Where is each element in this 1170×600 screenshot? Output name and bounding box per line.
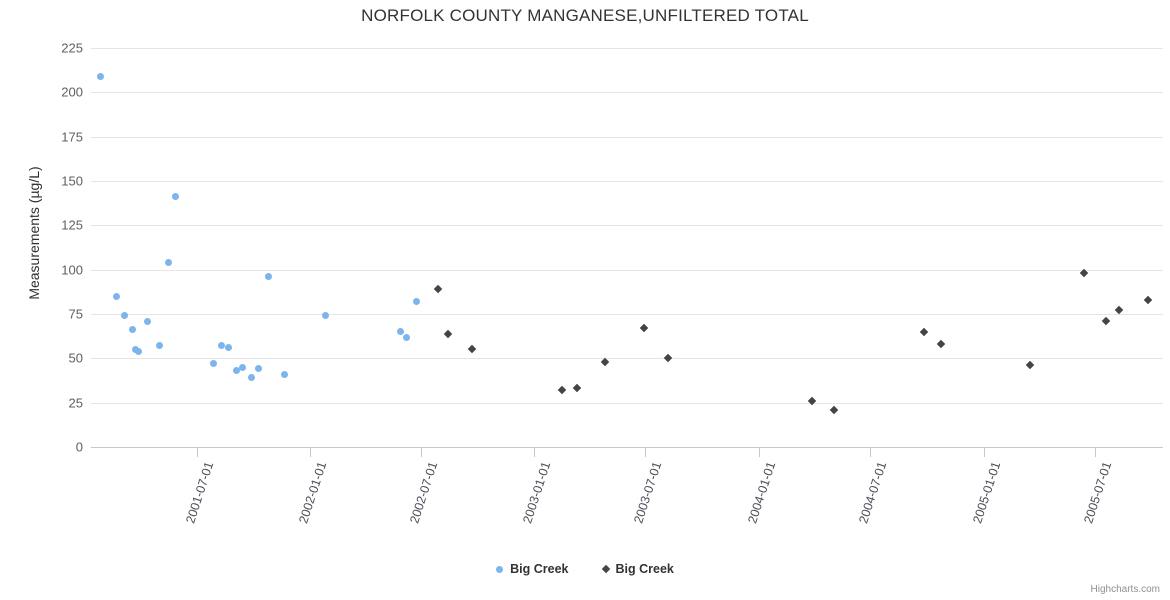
x-axis-tick-label: 2005-07-01 [1081,460,1115,526]
data-point-series-0[interactable] [280,370,288,378]
gridline [91,48,1163,49]
data-point-series-0[interactable] [164,259,172,267]
y-axis-tick-label: 200 [61,84,83,100]
x-axis-line [91,447,1163,448]
data-point-series-0[interactable] [217,342,225,350]
data-point-series-0[interactable] [396,328,404,336]
legend-item-label: Big Creek [510,562,569,576]
x-axis-tick-label: 2005-01-01 [969,460,1003,526]
data-point-series-1[interactable] [467,345,477,354]
y-axis-tick-label: 125 [61,217,83,233]
x-axis-tick-label: 2002-01-01 [296,460,330,526]
data-point-series-1[interactable] [433,284,442,294]
data-point-series-1[interactable] [443,329,453,338]
data-point-series-1[interactable] [936,339,946,349]
data-point-series-1[interactable] [919,327,929,336]
data-point-series-1[interactable] [639,323,648,333]
data-point-series-0[interactable] [265,273,273,281]
data-point-series-0[interactable] [144,317,152,325]
data-point-series-0[interactable] [132,345,140,353]
y-axis-tick-label: 0 [75,439,83,455]
data-point-series-1[interactable] [807,396,817,406]
x-axis-tick-mark [534,448,536,457]
y-axis-tick-label: 75 [68,306,83,322]
y-axis-tick-label: 150 [61,173,83,189]
data-point-series-0[interactable] [112,292,120,300]
data-point-series-1[interactable] [1143,295,1153,305]
x-axis-tick-label: 2003-07-01 [631,460,665,526]
y-axis-tick-label: 25 [68,395,83,411]
highcharts-credits[interactable]: Highcharts.com [1090,584,1160,595]
data-point-series-0[interactable] [255,365,263,373]
y-axis-tick-labels: 0 25 50 75 100 125 150 175 200 225 [0,41,83,455]
chart-legend: Big Creek Big Creek [0,562,1170,576]
x-axis-tick-label: 2004-01-01 [744,460,778,526]
y-axis-tick-label: 50 [68,350,83,366]
y-axis-tick-label: 225 [61,40,83,56]
gridline [91,92,1163,94]
data-point-series-0[interactable] [128,326,136,334]
legend-item-label: Big Creek [615,562,674,576]
data-point-series-0[interactable] [403,333,411,341]
data-point-series-1[interactable] [572,384,582,393]
x-axis-tick-mark [870,448,872,457]
x-axis-tick-label: 2002-07-01 [407,460,441,526]
data-point-series-1[interactable] [558,386,567,395]
data-point-series-0[interactable] [209,360,217,368]
data-point-series-0[interactable] [172,193,180,201]
gridline [91,225,1163,227]
gridline [91,269,1163,271]
x-axis-tick-mark [983,448,985,457]
x-axis-tick-mark [1094,448,1096,457]
y-axis-tick-label: 100 [61,262,83,278]
x-axis-tick-mark [309,448,311,457]
plot-area [91,48,1163,448]
data-point-series-0[interactable] [239,363,247,371]
x-axis-tick-label: 2003-01-01 [520,460,554,526]
x-axis-tick-label: 2004-07-01 [856,460,890,526]
chart-title: NORFOLK COUNTY MANGANESE,UNFILTERED TOTA… [361,6,809,25]
gridline [91,314,1163,315]
y-axis-tick-label: 175 [61,129,83,145]
x-axis-tick-mark [421,448,423,457]
legend-item-series-0[interactable]: Big Creek [496,562,569,576]
data-point-series-1[interactable] [829,405,838,414]
gridline [91,136,1163,138]
data-point-series-0[interactable] [156,342,164,350]
x-axis-tick-mark [196,448,198,457]
gridline [91,181,1163,182]
data-point-series-0[interactable] [247,374,255,382]
x-axis-tick-mark [645,448,647,457]
x-axis-tick-mark [758,448,760,457]
data-point-series-1[interactable] [1102,316,1111,326]
legend-diamond-icon [601,564,610,574]
legend-item-series-1[interactable]: Big Creek [601,562,674,576]
data-point-series-0[interactable] [225,344,233,352]
x-axis-tick-label: 2001-07-01 [182,460,217,526]
legend-circle-icon [496,565,504,573]
data-point-series-0[interactable] [233,367,241,375]
gridline [91,402,1163,404]
data-point-series-0[interactable] [134,347,142,355]
gridline [91,358,1163,360]
data-point-series-0[interactable] [96,72,104,80]
data-point-series-1[interactable] [1025,361,1035,370]
data-point-series-0[interactable] [413,298,421,306]
